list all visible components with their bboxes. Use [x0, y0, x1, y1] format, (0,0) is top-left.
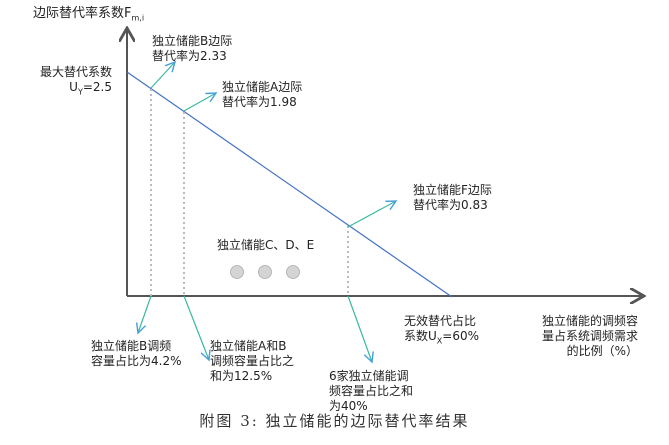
- callout-arrow-b-rate: [150, 62, 175, 89]
- figure-caption: 附图 3: 独立储能的边际替代率结果: [199, 412, 470, 430]
- six-share-label: 6家独立储能调 频容量占比之和 为40%: [329, 369, 414, 413]
- callout-arrow-ab-share: [183, 295, 209, 360]
- b-rate-label: 独立储能B边际 替代率为2.33: [152, 34, 233, 63]
- y-axis-label: 边际替代率系数Fm,i: [33, 6, 145, 23]
- callout-arrow-a-rate: [183, 93, 216, 112]
- callout-arrow-six-share: [347, 295, 372, 362]
- callout-arrow-f-rate: [347, 201, 396, 228]
- storage-dot-d: [258, 265, 272, 279]
- b-share-label: 独立储能B调频 容量占比为4.2%: [91, 339, 182, 368]
- f-rate-label: 独立储能F边际 替代率为0.83: [413, 183, 492, 212]
- callout-arrow-b-share: [138, 295, 152, 333]
- cde-label: 独立储能C、D、E: [217, 238, 315, 252]
- storage-dot-c: [230, 265, 244, 279]
- max-coefficient-label: 最大替代系数 UY=2.5: [39, 65, 112, 97]
- storage-dot-e: [286, 265, 300, 279]
- ab-share-label: 独立储能A和B 调频容量占比之 和为12.5%: [210, 339, 295, 383]
- x-axis-label: 独立储能的调频容 量占系统调频需求 的比例（%）: [541, 314, 638, 358]
- invalid-coefficient-label: 无效替代占比 系数UX=60%: [404, 314, 480, 346]
- marginal-rate-line: [126, 71, 453, 298]
- a-rate-label: 独立储能A边际 替代率为1.98: [222, 80, 303, 109]
